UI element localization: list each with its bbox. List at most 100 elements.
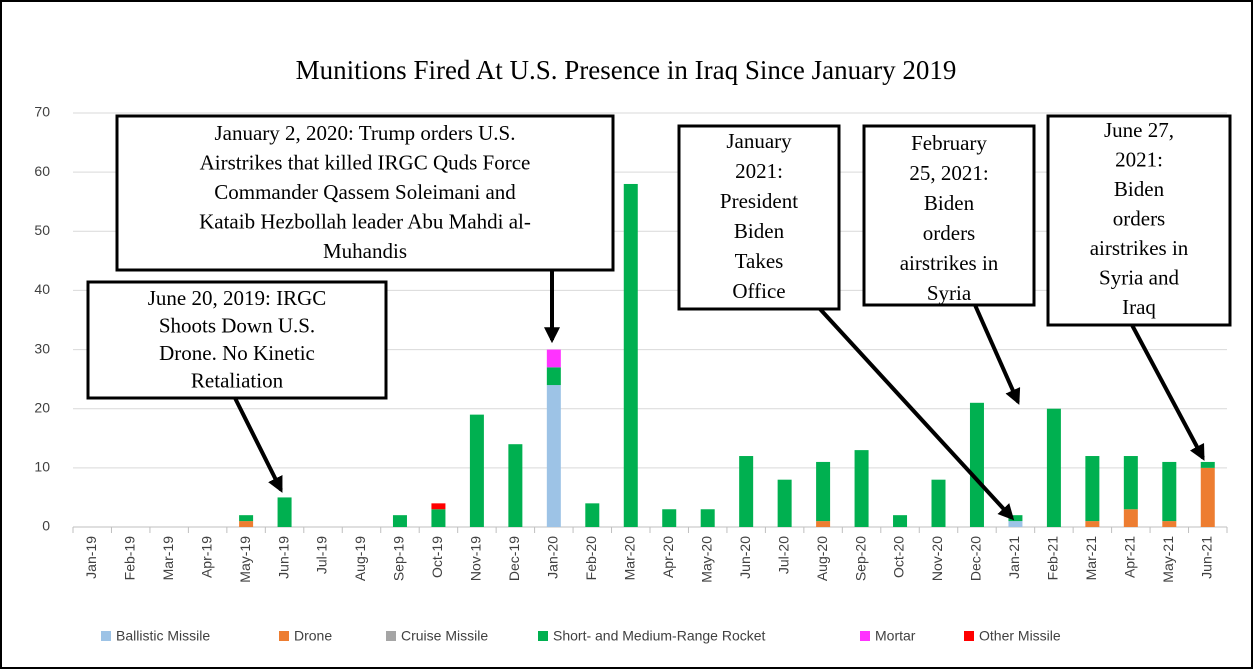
bar-segment (1123, 456, 1138, 510)
chart-title: Munitions Fired At U.S. Presence in Iraq… (296, 55, 957, 85)
bar-segment (546, 367, 561, 386)
x-tick-label: Oct-20 (891, 536, 907, 578)
bar-segment (392, 515, 407, 527)
bar-segment (1200, 461, 1215, 468)
bar-segment (508, 444, 523, 527)
annotation-arrow (1130, 324, 1205, 461)
annotation-text: June 20, 2019: IRGC (148, 286, 327, 310)
x-tick-label: Jul-19 (314, 536, 330, 574)
legend-label: Short- and Medium-Range Rocket (553, 628, 766, 644)
bar-segment (469, 414, 484, 527)
bar-segment (546, 349, 561, 368)
bar-segment (431, 509, 446, 527)
annotation-text: airstrikes in (1090, 236, 1189, 260)
bar-segment (816, 521, 831, 527)
annotation-text: President (720, 189, 798, 213)
bar-segment (1162, 521, 1177, 527)
annotation-box (862, 124, 1036, 307)
bar-segment (1162, 461, 1177, 522)
annotation-text: orders (1113, 206, 1165, 230)
annotation-arrow (818, 307, 1015, 521)
bar-segment (1085, 456, 1100, 522)
annotation-text: Biden (1114, 177, 1165, 201)
x-tick-label: Feb-19 (121, 536, 137, 581)
y-tick-label: 60 (34, 163, 50, 179)
bar-segment (585, 503, 600, 527)
annotation-text: Retaliation (191, 368, 284, 392)
annotation-text: airstrikes in (900, 251, 999, 275)
bar-segment (777, 479, 792, 527)
x-tick-label: Jan-20 (545, 536, 561, 579)
x-tick-label: Aug-20 (814, 536, 830, 581)
x-tick-label: Aug-19 (352, 536, 368, 581)
annotation-text: 2021: (1115, 147, 1163, 171)
x-tick-label: Feb-20 (583, 536, 599, 581)
annotation-arrow (973, 304, 1021, 405)
x-tick-label: Apr-19 (198, 536, 214, 578)
legend-label: Mortar (875, 628, 916, 644)
x-tick-label: Dec-19 (506, 536, 522, 581)
legend-label: Other Missile (979, 628, 1061, 644)
y-tick-label: 40 (34, 281, 50, 297)
annotation-text: January 2, 2020: Trump orders U.S. (214, 121, 515, 145)
annotation-text: Airstrikes that killed IRGC Quds Force (200, 150, 531, 174)
bar-segment (1046, 408, 1061, 527)
bar-segment (739, 456, 754, 527)
annotation-text: orders (923, 221, 975, 245)
annotation-box (86, 280, 388, 400)
annotation-text: Iraq (1122, 295, 1156, 319)
legend-swatch (538, 631, 548, 641)
bar-segment (431, 503, 446, 510)
annotation-text: Syria and (1099, 265, 1179, 289)
legend-label: Drone (294, 628, 332, 644)
legend-label: Cruise Missile (401, 628, 488, 644)
bar-segment (239, 515, 254, 522)
x-tick-label: Sep-20 (852, 536, 868, 581)
annotation-text: 25, 2021: (909, 161, 988, 185)
annotation-text: Commander Qassem Soleimani and (214, 180, 516, 204)
bar-segment (1200, 467, 1215, 527)
annotation-text: Syria (927, 281, 972, 305)
legend-swatch (860, 631, 870, 641)
x-tick-label: Dec-20 (968, 536, 984, 581)
x-tick-label: Jan-21 (1006, 536, 1022, 579)
x-tick-label: May-19 (237, 536, 253, 583)
annotation-text: January (726, 129, 792, 153)
x-tick-label: Sep-19 (391, 536, 407, 581)
x-tick-label: Nov-19 (468, 536, 484, 581)
annotation-text: Takes (735, 249, 784, 273)
bar-segment (1123, 509, 1138, 527)
annotation-text: Muhandis (323, 239, 407, 263)
annotation-text: Kataib Hezbollah leader Abu Mahdi al- (199, 209, 531, 233)
bar-segment (854, 450, 869, 527)
bar-segment (546, 385, 561, 527)
bar-segment (700, 509, 715, 527)
legend-swatch (964, 631, 974, 641)
x-tick-label: Mar-19 (160, 536, 176, 581)
bar-segment (239, 521, 254, 527)
x-tick-label: Jan-19 (83, 536, 99, 579)
x-tick-label: Feb-21 (1045, 536, 1061, 581)
x-tick-label: Mar-21 (1083, 536, 1099, 581)
annotation-box (115, 114, 615, 272)
bar-segment (1008, 515, 1023, 522)
bar-segment (277, 497, 292, 527)
x-tick-label: Mar-20 (621, 536, 637, 581)
annotation-text: June 27, (1104, 118, 1174, 142)
x-tick-label: Apr-21 (1122, 536, 1138, 578)
x-tick-label: Nov-20 (929, 536, 945, 581)
x-tick-label: Jun-20 (737, 536, 753, 579)
y-tick-label: 50 (34, 222, 50, 238)
x-tick-label: Jun-19 (275, 536, 291, 579)
x-tick-label: Jul-20 (775, 536, 791, 574)
annotation-text: Biden (924, 191, 975, 215)
bar-segment (931, 479, 946, 527)
legend-swatch (101, 631, 111, 641)
bar-segment (623, 183, 638, 527)
legend-label: Ballistic Missile (116, 628, 210, 644)
x-tick-label: May-20 (698, 536, 714, 583)
annotation-text: Drone. No Kinetic (159, 341, 315, 365)
legend-swatch (386, 631, 396, 641)
x-tick-label: Oct-19 (429, 536, 445, 578)
